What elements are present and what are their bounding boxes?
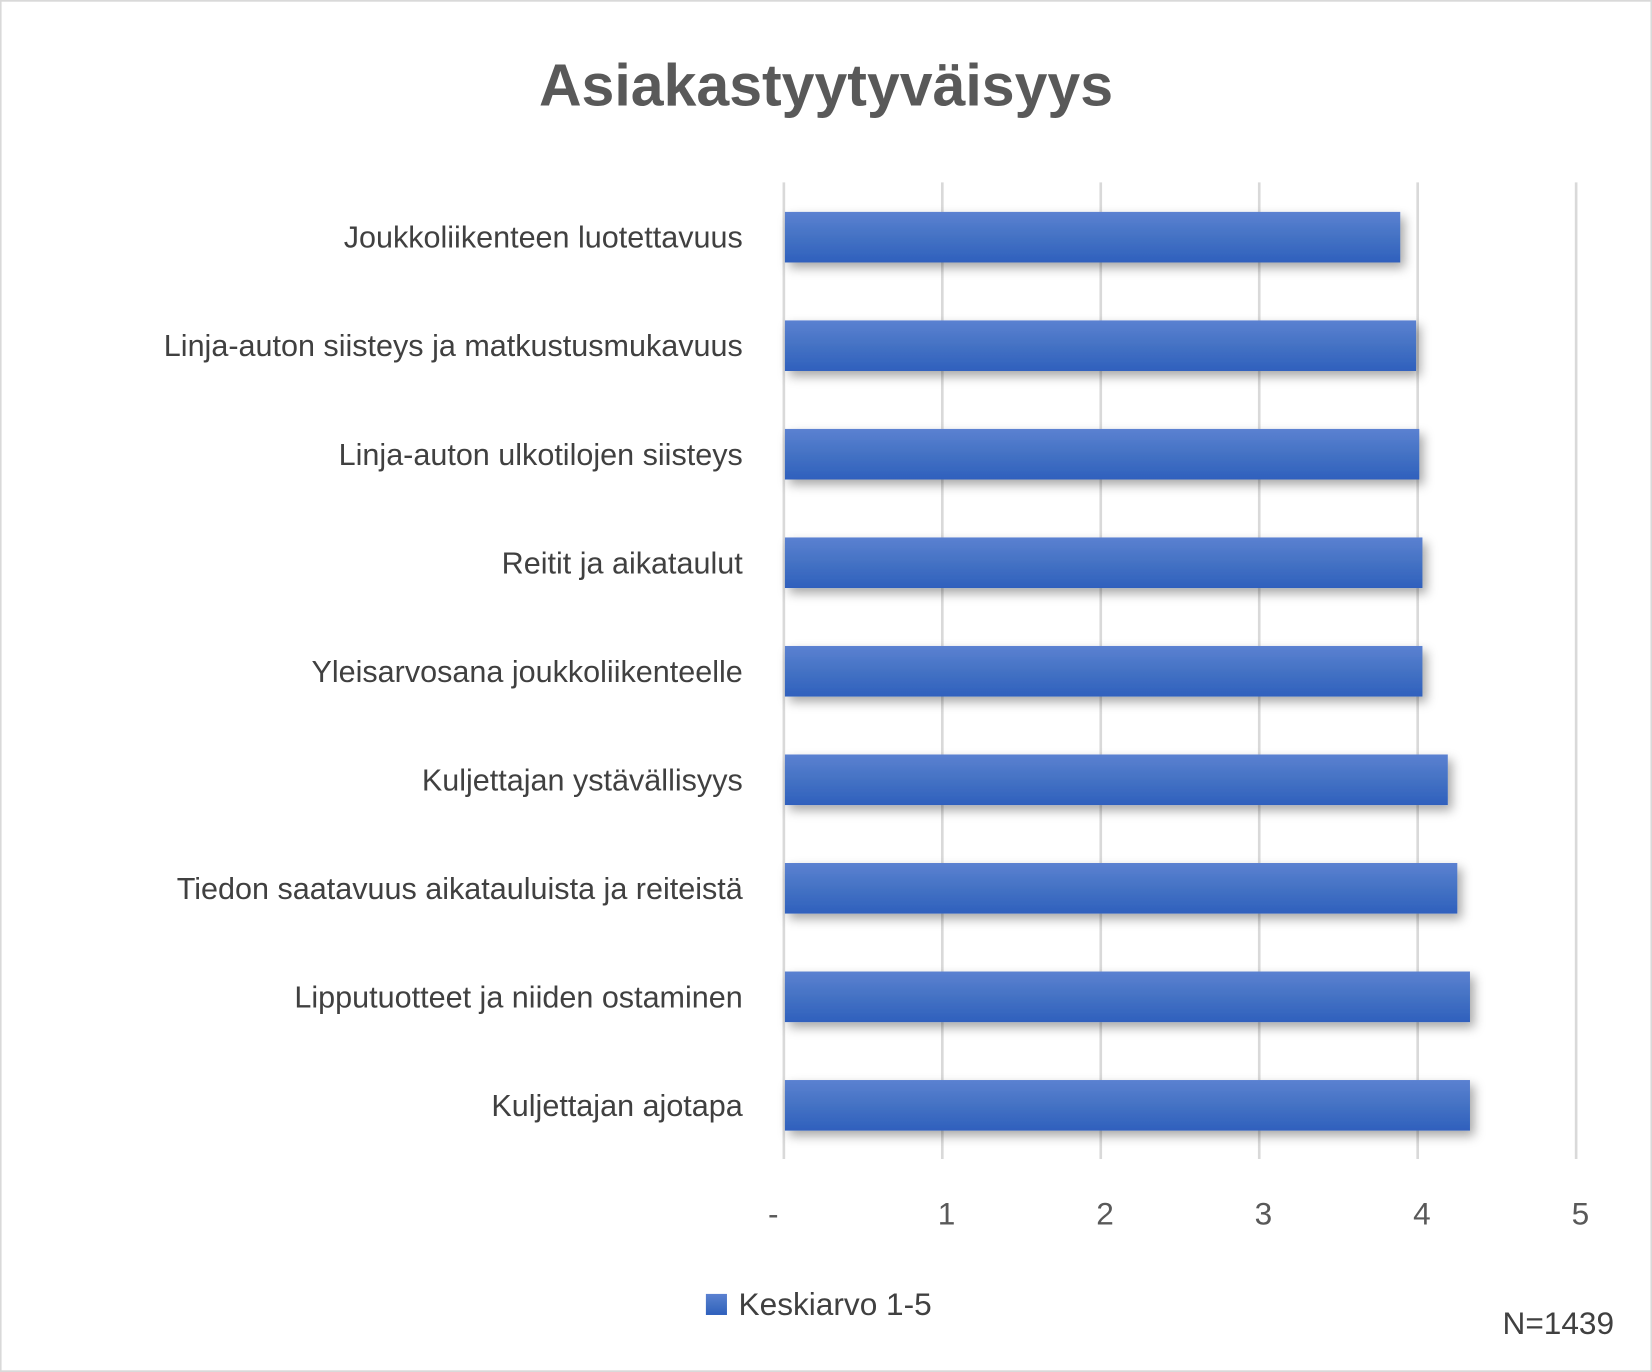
sample-size-annotation: N=1439 — [1503, 1305, 1615, 1341]
bar — [784, 645, 1423, 697]
category-label: Joukkoliikenteen luotettavuus — [344, 221, 743, 255]
x-tick-label: 1 — [938, 1195, 956, 1231]
category-label: Linja-auton ulkotilojen siisteys — [339, 438, 743, 472]
bar — [784, 428, 1420, 480]
bar — [784, 971, 1470, 1023]
bar — [784, 320, 1417, 371]
x-tick-label: 3 — [1255, 1195, 1273, 1231]
x-tick-label: - — [768, 1195, 779, 1231]
category-label: Tiedon saatavuus aikatauluista ja reitei… — [177, 872, 743, 906]
bar — [784, 211, 1401, 263]
bar — [784, 537, 1423, 589]
bar — [784, 863, 1458, 914]
legend-swatch — [705, 1293, 727, 1315]
category-label: Reitit ja aikataulut — [502, 546, 744, 580]
category-labels: Joukkoliikenteen luotettavuus Linja-auton… — [164, 221, 743, 1123]
category-label: Kuljettajan ajotapa — [491, 1089, 742, 1123]
category-label: Linja-auton siisteys ja matkustusmukavuu… — [164, 329, 743, 363]
x-tick-label: 2 — [1096, 1195, 1114, 1231]
bars — [784, 211, 1470, 1131]
category-label: Yleisarvosana joukkoliikenteelle — [311, 655, 742, 689]
x-tick-label: 5 — [1572, 1195, 1590, 1231]
legend: Keskiarvo 1-5 — [705, 1286, 932, 1322]
bar — [784, 754, 1448, 806]
x-tick-label: 4 — [1413, 1195, 1431, 1231]
bar — [784, 1080, 1470, 1131]
legend-label: Keskiarvo 1-5 — [739, 1286, 932, 1322]
x-tick-labels: - 1 2 3 4 5 — [768, 1195, 1589, 1231]
category-label: Kuljettajan ystävällisyys — [422, 763, 743, 797]
chart-title: Asiakastyytyväisyys — [539, 52, 1113, 118]
category-label: Lipputuotteet ja niiden ostaminen — [294, 980, 742, 1014]
